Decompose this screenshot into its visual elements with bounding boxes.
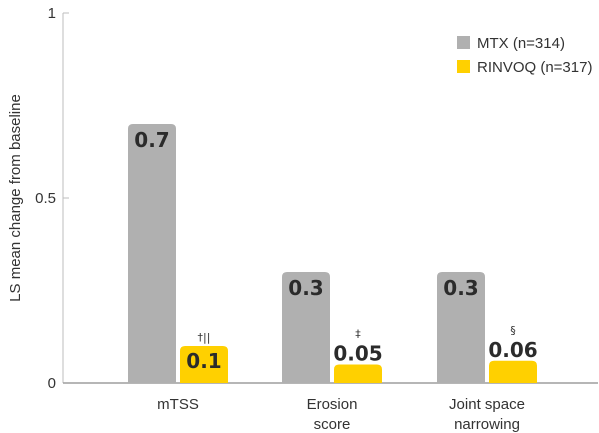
data-label: 0.3 bbox=[288, 276, 323, 300]
category-labels: mTSS Erosion score Joint space narrowing bbox=[157, 396, 525, 433]
legend-swatch bbox=[457, 60, 470, 73]
category-label: Joint space bbox=[449, 396, 525, 413]
y-tick-label: 0 bbox=[48, 375, 56, 392]
y-tick-label: 0.5 bbox=[35, 190, 56, 207]
legend-label: RINVOQ (n=317) bbox=[477, 59, 592, 76]
legend-swatch bbox=[457, 36, 470, 49]
y-axis-label: LS mean change from baseline bbox=[7, 94, 24, 302]
data-label: 0.05 bbox=[333, 342, 382, 366]
category-label: mTSS bbox=[157, 396, 199, 413]
data-label: 0.3 bbox=[443, 276, 478, 300]
bar-mtx bbox=[437, 272, 485, 383]
category-label: narrowing bbox=[454, 416, 520, 433]
footnote-mark: ‡ bbox=[355, 328, 361, 341]
bar-rinvoq bbox=[334, 364, 382, 383]
value-labels: 0.7 0.3 0.3 0.1 †|| 0.05‡ 0.06§ bbox=[134, 128, 537, 373]
footnote-mark: § bbox=[510, 324, 516, 337]
bars bbox=[128, 124, 537, 383]
bar-mtx bbox=[282, 272, 330, 383]
data-label: 0.7 bbox=[134, 128, 169, 152]
category-label: Erosion bbox=[307, 396, 358, 413]
legend: MTX (n=314) RINVOQ (n=317) bbox=[457, 35, 592, 76]
data-label: 0.06 bbox=[488, 338, 537, 362]
y-tick-label: 1 bbox=[48, 5, 56, 22]
bar-mtx bbox=[128, 124, 176, 383]
bar-rinvoq bbox=[489, 360, 537, 383]
legend-label: MTX (n=314) bbox=[477, 35, 565, 52]
footnote-mark: †|| bbox=[198, 331, 211, 344]
bar-rinvoq bbox=[180, 346, 228, 383]
category-label: score bbox=[314, 416, 351, 433]
data-label: 0.1 bbox=[186, 349, 221, 373]
